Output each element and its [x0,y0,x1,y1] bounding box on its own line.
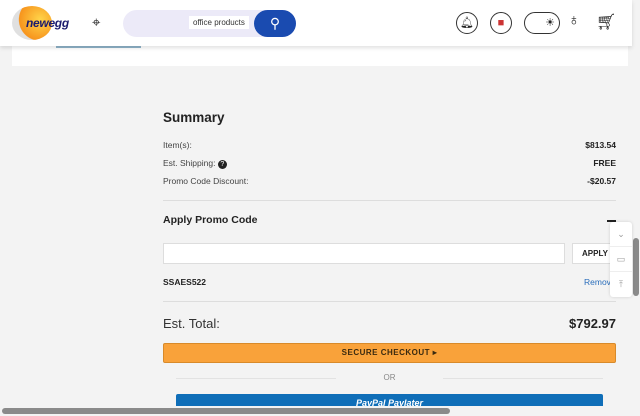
or-separator: OR [176,373,603,382]
remove-promo-link[interactable]: Remove [584,277,616,287]
total-value: $792.97 [569,316,616,331]
tab-underline [56,46,141,48]
cart-icon[interactable]: 🛒︎ [596,14,617,31]
user-icon[interactable]: ♁ [568,12,580,29]
shipping-value: FREE [593,158,616,168]
help-icon[interactable]: ? [217,160,227,169]
secure-checkout-button[interactable]: SECURE CHECKOUT ▸ [163,343,616,363]
shipping-row: Est. Shipping: ? FREE [163,158,616,169]
paypal-button[interactable]: PayPal Paylater [176,394,603,408]
back-to-top-icon[interactable]: ⤒ [619,279,623,289]
theme-toggle[interactable]: ☀ [524,12,560,34]
newegg-logo[interactable]: newegg [12,6,74,40]
divider [163,301,616,302]
site-header: newegg ⌖ office products ⚲ 🔔︎ ■ ☀ ♁ 🛒︎ [0,0,632,46]
search-bar[interactable]: office products ⚲ [123,10,296,37]
promo-title: Apply Promo Code [163,214,258,226]
scroll-thumb[interactable] [2,408,450,414]
location-pin-icon[interactable]: ⌖ [92,14,101,31]
discount-row: Promo Code Discount: -$20.57 [163,176,616,186]
sun-icon: ☀ [545,17,555,29]
bell-icon[interactable]: 🔔︎ [456,12,478,34]
logo-text: newegg [26,16,69,30]
promo-code-input[interactable] [163,243,565,264]
items-row: Item(s): $813.54 [163,140,616,150]
discount-label: Promo Code Discount: [163,176,249,186]
divider [163,200,616,201]
feedback-icon[interactable]: ▭ [610,247,632,272]
shipping-label: Est. Shipping: [163,158,216,168]
scroll-thumb[interactable] [633,238,639,296]
floating-tools: ⌄ ▭ ⤒ [610,222,632,297]
summary-title: Summary [163,110,225,125]
search-icon: ⚲ [269,15,281,31]
discount-value: -$20.57 [587,176,616,186]
search-button[interactable]: ⚲ [254,10,296,37]
total-label: Est. Total: [163,316,220,331]
sub-panel [12,46,628,66]
us-flag-icon[interactable]: ■ [490,12,512,34]
items-value: $813.54 [585,140,616,150]
vertical-scrollbar[interactable] [632,0,640,416]
collapse-down-icon[interactable]: ⌄ [610,222,632,247]
applied-promo-code: SSAES522 [163,277,206,287]
search-input[interactable]: office products [189,16,249,29]
horizontal-scrollbar[interactable] [0,406,632,416]
items-label: Item(s): [163,140,192,150]
collapse-icon[interactable] [607,220,616,222]
